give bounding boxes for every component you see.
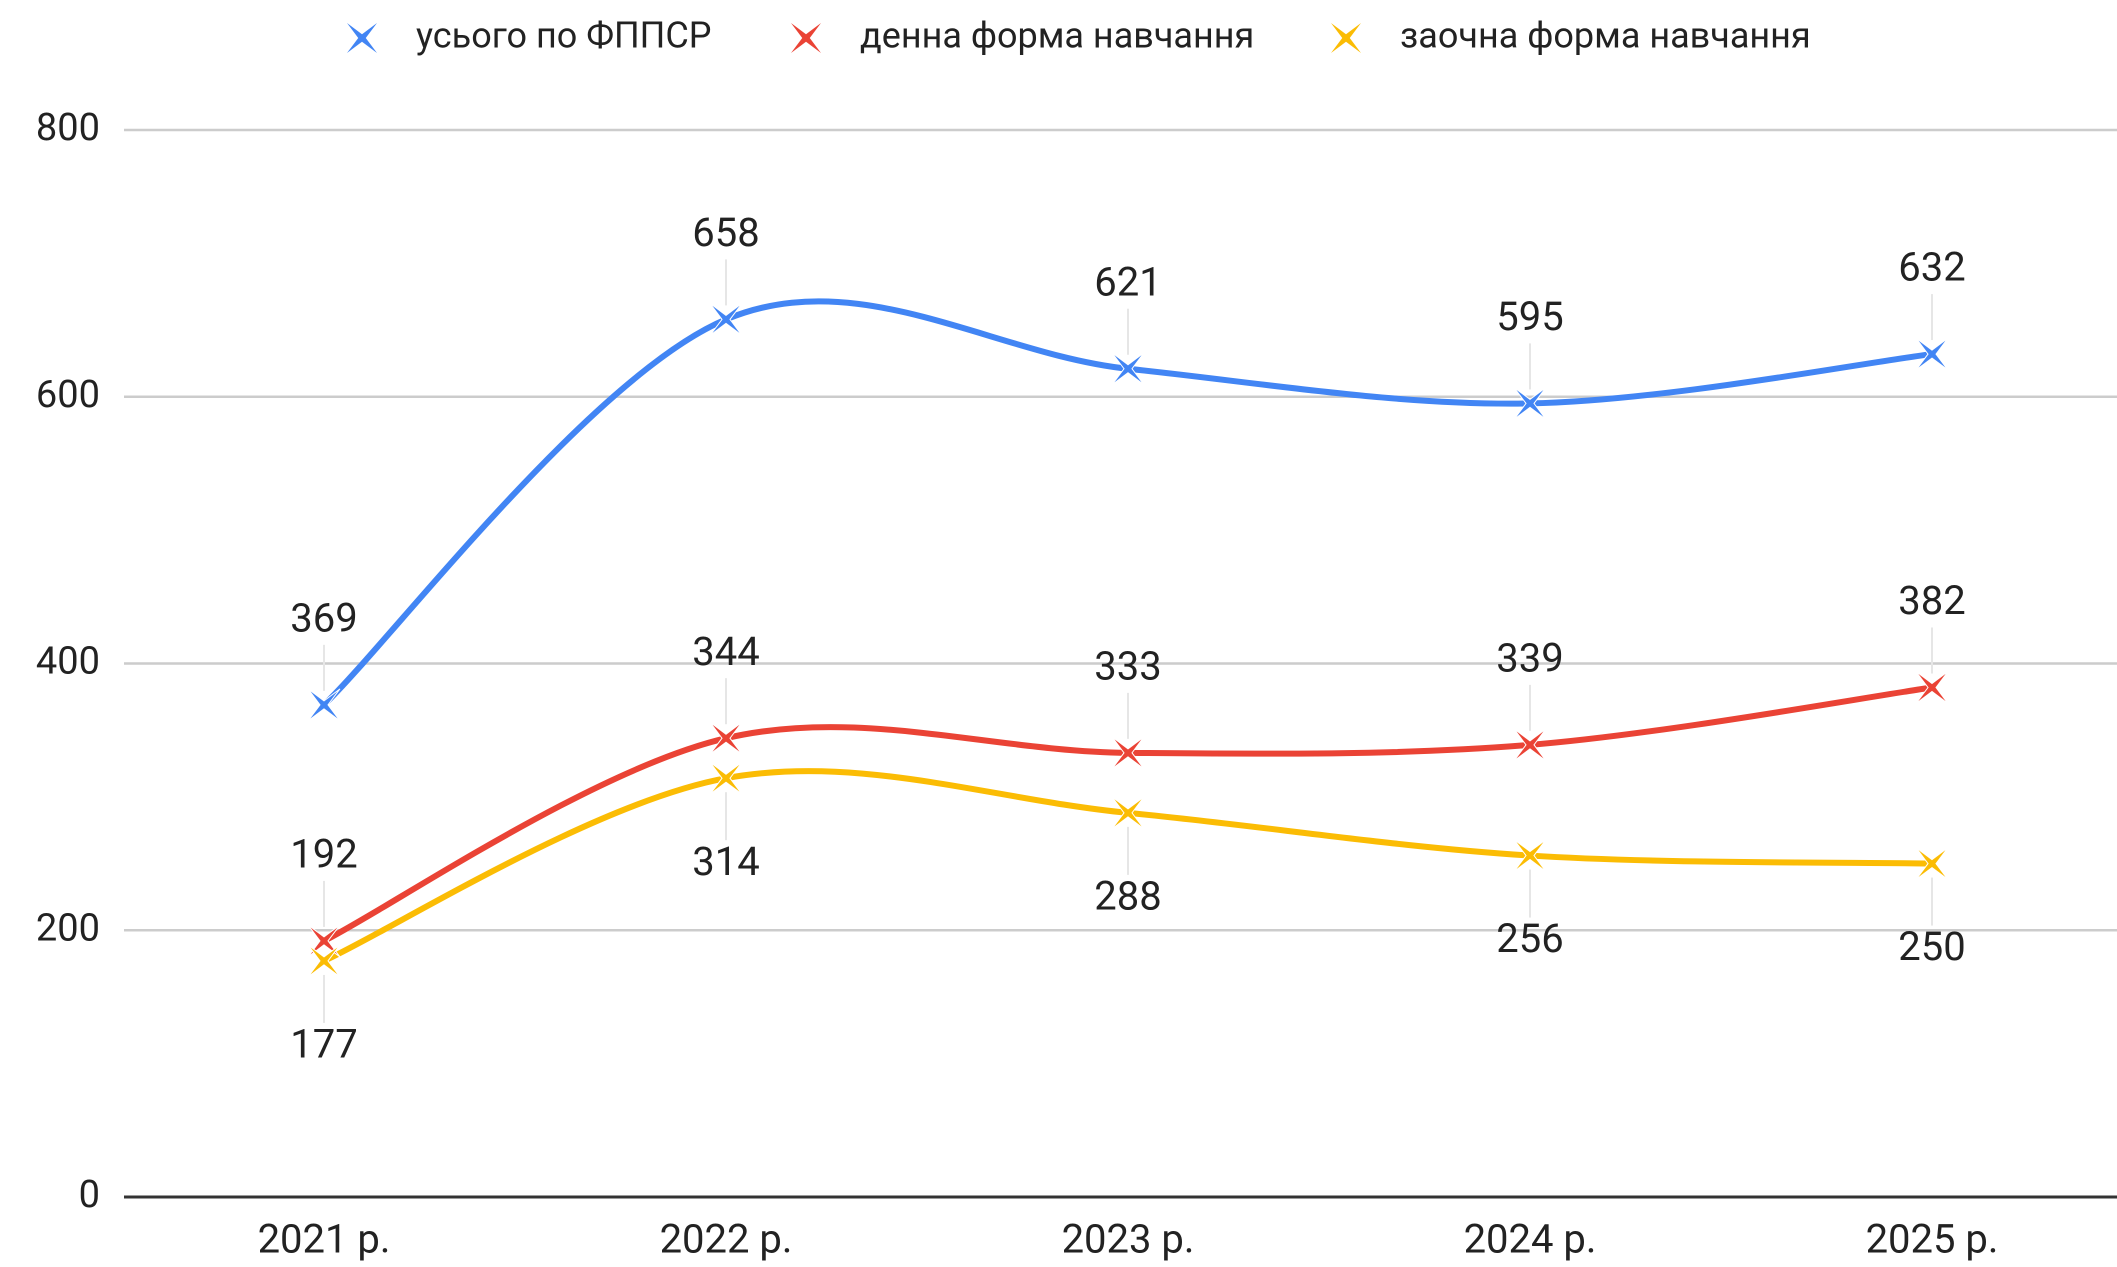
data-label: 339 (1496, 634, 1563, 681)
y-tick-label: 600 (36, 373, 100, 417)
data-label: 382 (1898, 577, 1965, 624)
y-tick-label: 200 (36, 906, 100, 950)
data-label: 369 (290, 594, 357, 641)
data-label: 256 (1496, 915, 1563, 962)
data-label: 250 (1898, 923, 1965, 970)
x-tick-label: 2023 р. (1062, 1216, 1195, 1263)
point-marker (1513, 387, 1547, 420)
legend-marker (791, 23, 821, 53)
point-marker (1513, 839, 1547, 872)
point-marker (1111, 352, 1145, 386)
y-tick-label: 0 (79, 1173, 100, 1217)
point-marker (1915, 671, 1949, 704)
data-label: 192 (290, 830, 357, 877)
series-line (321, 298, 1933, 708)
point-marker (1111, 796, 1145, 830)
data-label: 314 (692, 838, 759, 885)
point-marker (709, 721, 743, 755)
data-label: 621 (1094, 258, 1161, 305)
point-marker (1915, 337, 1949, 371)
x-tick-label: 2021 р. (258, 1216, 391, 1263)
data-label: 177 (290, 1020, 357, 1067)
y-tick-label: 800 (36, 106, 100, 150)
legend-label: денна форма навчання (860, 15, 1254, 57)
data-label: 632 (1898, 244, 1965, 291)
point-marker (1513, 728, 1547, 762)
x-tick-label: 2022 р. (660, 1216, 793, 1263)
legend-marker (347, 23, 377, 53)
point-marker (307, 688, 341, 722)
data-label: 288 (1094, 872, 1161, 919)
y-tick-label: 400 (36, 640, 100, 684)
legend-label: усього по ФППСР (416, 15, 712, 57)
point-marker (307, 944, 341, 978)
point-marker (1915, 847, 1949, 880)
point-marker (709, 302, 743, 336)
x-tick-label: 2024 р. (1464, 1216, 1597, 1263)
point-marker (307, 924, 341, 958)
x-tick-label: 2025 р. (1866, 1216, 1999, 1263)
point-marker (1111, 736, 1145, 770)
legend-marker (1331, 23, 1361, 53)
legend-label: заочна форма навчання (1400, 15, 1811, 57)
data-label: 658 (692, 209, 759, 256)
point-marker (709, 761, 743, 795)
data-label: 333 (1094, 642, 1161, 689)
data-label: 595 (1496, 293, 1563, 340)
data-label: 344 (692, 628, 759, 675)
